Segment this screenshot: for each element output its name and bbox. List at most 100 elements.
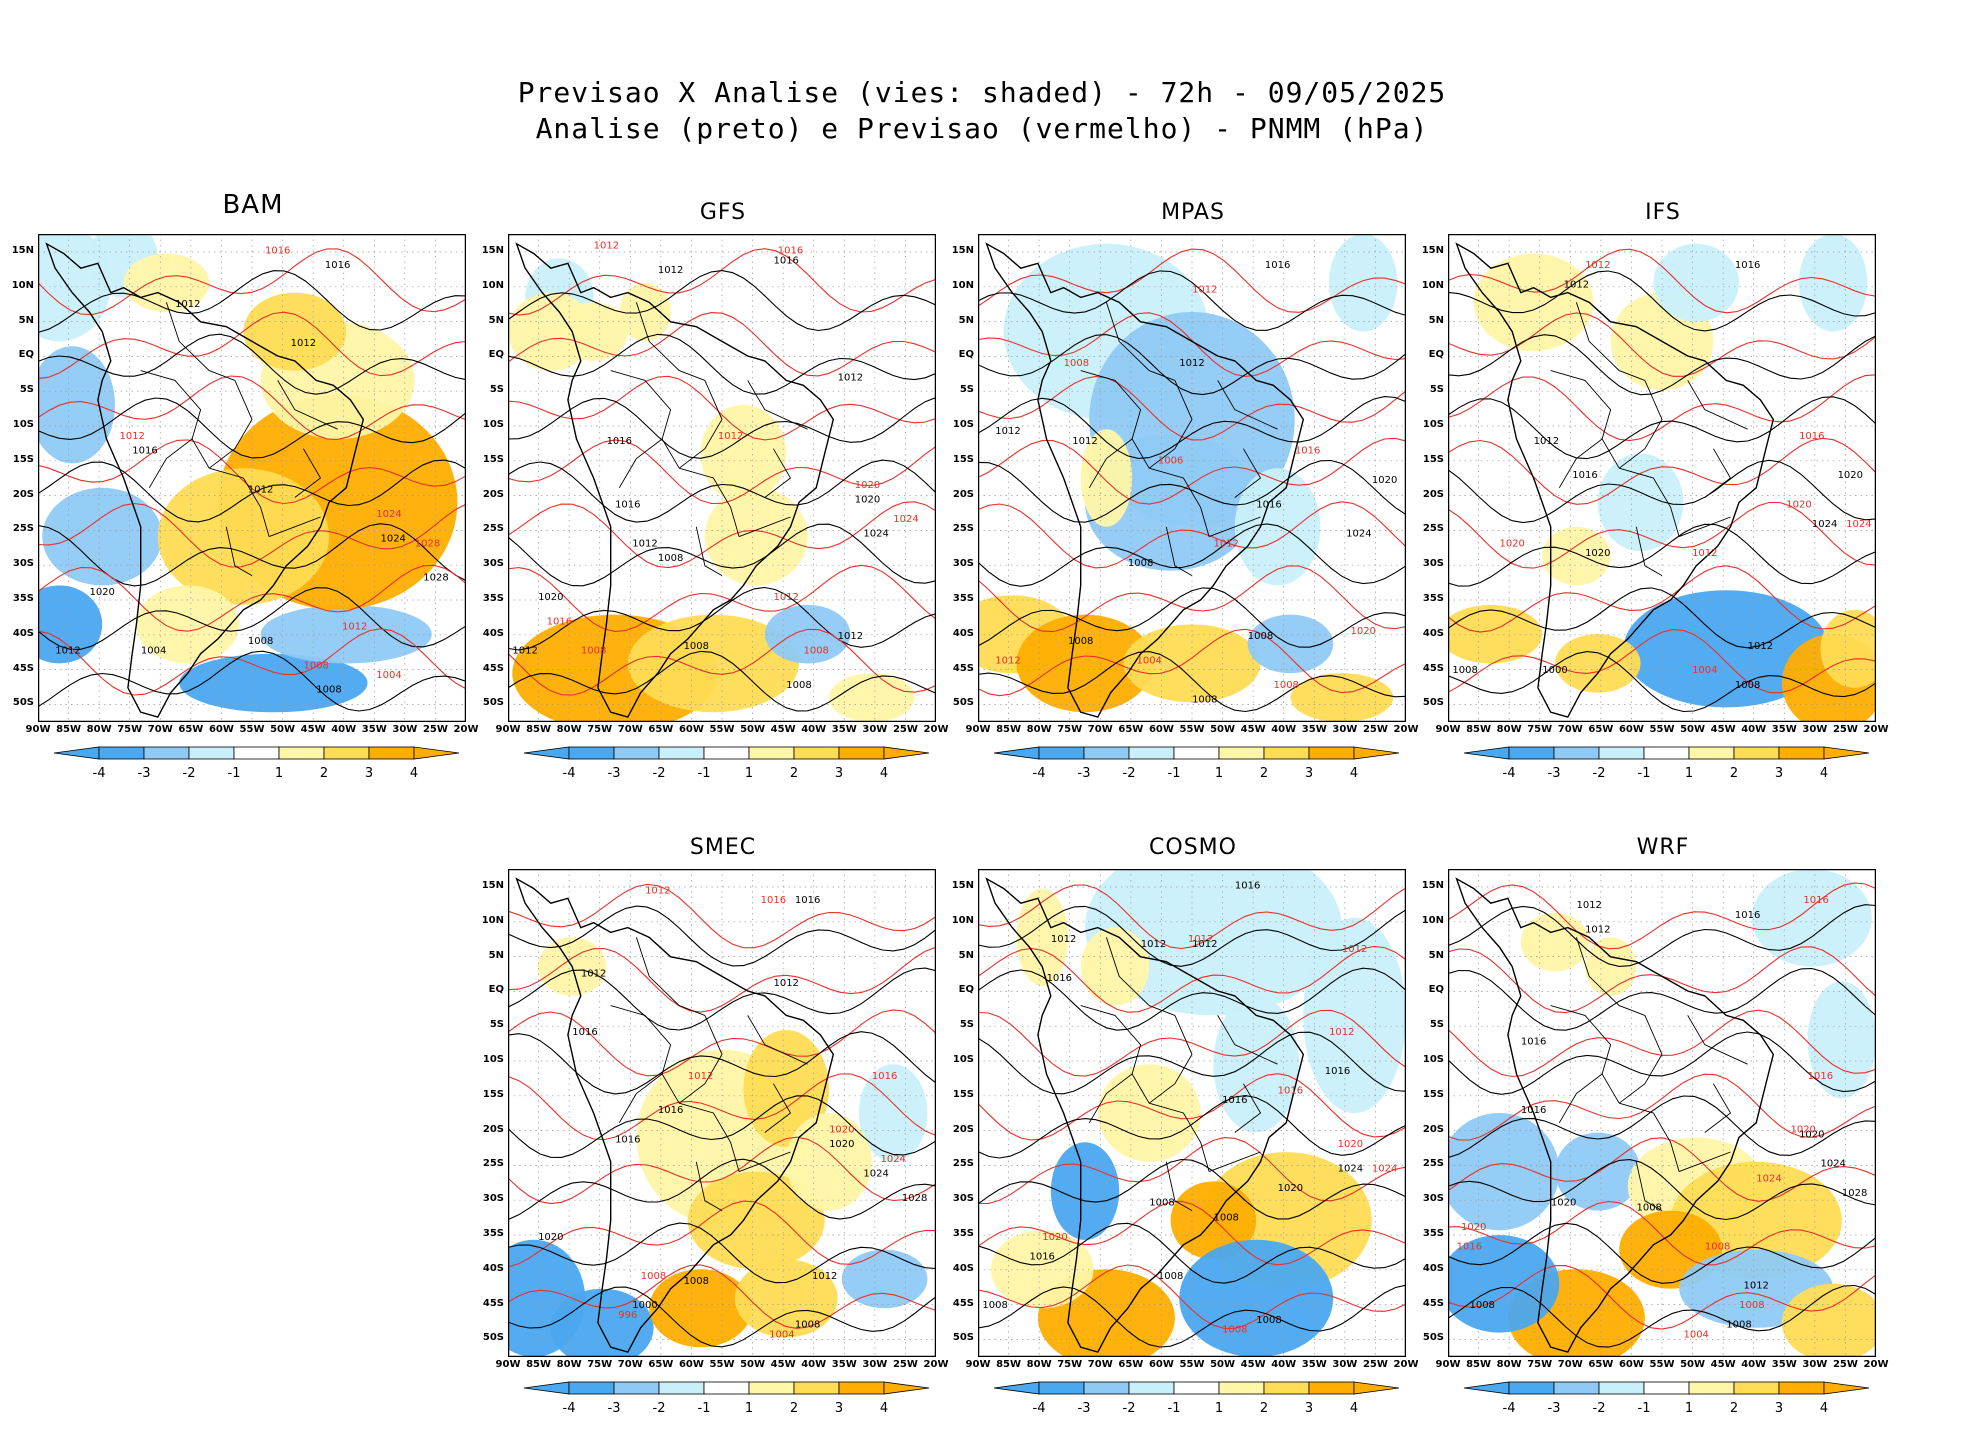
map-border xyxy=(1448,234,1876,722)
colorbar-label: 2 xyxy=(789,1401,799,1416)
lon-label: 70W xyxy=(1557,724,1583,735)
lat-label: 40S xyxy=(952,627,974,639)
bias-shade-mid_pos xyxy=(1781,1283,1876,1357)
analysis-isobar-0 xyxy=(1448,904,1876,967)
continent-outline xyxy=(45,242,365,718)
country-border xyxy=(747,1015,808,1065)
lon-label: 70W xyxy=(1087,724,1113,735)
lon-label: 40W xyxy=(331,724,357,735)
country-border xyxy=(695,526,723,576)
forecast-contour-label: 1004 xyxy=(1683,1330,1708,1341)
map-frame: 1016 1012 1012 1016 1020 1020 1024 1012 1008 1000… xyxy=(1448,234,1876,722)
lat-label: 15N xyxy=(11,245,34,256)
colorbar-segment xyxy=(1308,1381,1355,1395)
analysis-contour-label: 1016 xyxy=(1256,499,1281,510)
continent-outline xyxy=(985,242,1305,718)
country-border xyxy=(1704,448,1732,498)
forecast-contour-label: 1012 xyxy=(119,431,144,442)
lat-label: 25S xyxy=(482,1158,504,1170)
analysis-contour-label: 1016 xyxy=(1521,1037,1546,1048)
lat-label: 50S xyxy=(482,697,504,709)
country-border xyxy=(277,380,338,430)
colorbar-label: -2 xyxy=(1122,766,1136,781)
colorbar-arrow-left xyxy=(523,746,570,760)
colorbar-label: -3 xyxy=(1547,1401,1561,1416)
forecast-contour-label: 1020 xyxy=(1461,1222,1486,1233)
analysis-isobar-2 xyxy=(978,1031,1406,1095)
forecast-contour-label: 996 xyxy=(618,1310,637,1321)
forecast-contour-label: 1012 xyxy=(1342,944,1367,955)
bias-shade-weak_pos xyxy=(990,1230,1094,1309)
analysis-contour-label: 1024 xyxy=(380,533,405,544)
colorbar-label: -4 xyxy=(562,766,576,781)
analysis-contour-label: 1008 xyxy=(1248,631,1273,642)
lat-label: 10S xyxy=(482,1054,504,1065)
country-border xyxy=(635,937,706,1016)
colorbar-arrow-left xyxy=(53,746,100,760)
lat-label: 10N xyxy=(481,914,504,926)
forecast-isobar-2 xyxy=(978,375,1406,441)
country-border xyxy=(678,380,723,469)
lat-label: 40S xyxy=(12,627,34,639)
lat-label: 35S xyxy=(482,1228,504,1239)
analysis-contour-label: 1012 xyxy=(581,968,606,979)
analysis-contour-label: 1024 xyxy=(1820,1159,1845,1170)
forecast-contour-label: 1020 xyxy=(1786,499,1811,510)
forecast-isobar-5 xyxy=(38,564,466,632)
lat-label: EQ xyxy=(1428,984,1444,996)
colorbar-label: -2 xyxy=(652,1401,666,1416)
analysis-isobar-0 xyxy=(978,905,1406,967)
country-border xyxy=(1687,380,1748,430)
lon-label: 55W xyxy=(709,724,735,735)
lat-label: 35S xyxy=(1422,1228,1444,1239)
analysis-contour-label: 1008 xyxy=(1149,1198,1174,1209)
bias-shade-weak_pos xyxy=(136,585,240,664)
colorbar-label: 3 xyxy=(364,766,374,781)
forecast-contour-label: 1012 xyxy=(1213,538,1238,549)
bias-shade-mid_pos xyxy=(1290,673,1394,722)
lat-label: 50S xyxy=(952,697,974,709)
colorbar-segment xyxy=(278,746,325,760)
lon-label: 60W xyxy=(678,724,704,735)
lon-label: 20W xyxy=(1393,724,1419,735)
analysis-isobar-3 xyxy=(1448,459,1876,524)
analysis-isobar-4 xyxy=(978,1158,1406,1220)
forecast-contour-label: 1012 xyxy=(594,241,619,252)
forecast-isobar-0 xyxy=(978,248,1406,313)
colorbar-label: -1 xyxy=(697,766,711,781)
analysis-contour-label: 1008 xyxy=(1256,1315,1281,1326)
lon-label: 35W xyxy=(1771,724,1797,735)
colorbar-label: 1 xyxy=(1684,766,1694,781)
lat-label: 30S xyxy=(12,558,34,570)
lat-label: 5S xyxy=(1429,1019,1444,1031)
country-border xyxy=(1149,467,1210,537)
analysis-contour-label: 1012 xyxy=(1192,939,1217,950)
forecast-contour-label: 1024 xyxy=(1372,1164,1397,1175)
colorbar-label: -1 xyxy=(1167,766,1181,781)
country-border xyxy=(747,380,808,430)
lat-label: 25S xyxy=(12,523,34,535)
analysis-isobar-1 xyxy=(508,967,936,1031)
lon-label: 55W xyxy=(239,724,265,735)
lon-label: 70W xyxy=(147,724,173,735)
colorbar-label: -3 xyxy=(137,766,151,781)
forecast-contour-label: 1024 xyxy=(893,514,918,525)
colorbar-segment xyxy=(793,1381,840,1395)
analysis-isobar-4 xyxy=(508,1158,936,1221)
bias-shade-weak_neg xyxy=(1597,453,1684,552)
country-border xyxy=(1618,1015,1663,1104)
forecast-isobar-4 xyxy=(978,1137,1406,1205)
lon-label: 50W xyxy=(1680,1359,1706,1370)
lon-label: 90W xyxy=(495,724,521,735)
forecast-isobar-5 xyxy=(508,564,936,632)
analysis-isobar-5 xyxy=(978,1222,1406,1284)
analysis-contour-label: 1012 xyxy=(1051,934,1076,945)
colorbar-segment xyxy=(1083,746,1130,760)
map-border xyxy=(978,234,1406,722)
lon-label: 40W xyxy=(1741,1359,1767,1370)
lat-label: 20S xyxy=(12,488,34,500)
bias-shade-mid_pos xyxy=(627,614,799,713)
continent-outline xyxy=(515,242,835,718)
lat-label: 50S xyxy=(1422,1332,1444,1344)
lat-label: 50S xyxy=(1422,697,1444,709)
